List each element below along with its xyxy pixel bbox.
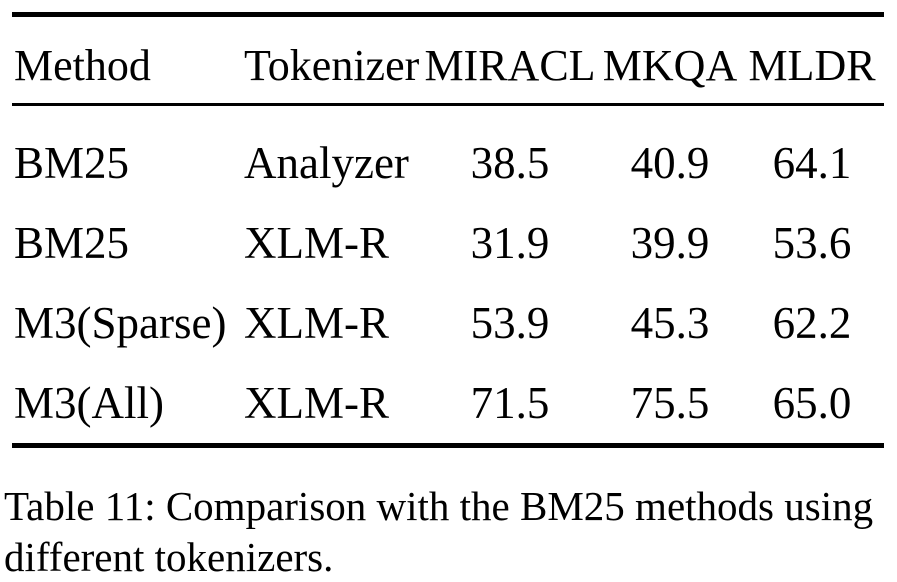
cell-miracl: 71.5: [470, 377, 550, 428]
col-header-mkqa: MKQA: [600, 14, 740, 106]
cell-tokenizer: Analyzer: [244, 137, 409, 188]
cell-method: M3(All): [14, 377, 164, 428]
cell-miracl: 38.5: [470, 137, 550, 188]
cell-miracl: 53.9: [470, 297, 550, 348]
caption-line-1: Table 11: Comparison with the BM25 metho…: [4, 483, 874, 529]
cell-method: BM25: [14, 217, 130, 268]
cell-miracl: 31.9: [470, 217, 550, 268]
cell-mldr: 65.0: [772, 377, 852, 428]
table-row: BM25 XLM-R 31.9 39.9 53.6: [12, 203, 884, 283]
col-header-mldr: MLDR: [740, 14, 884, 106]
table-row: M3(Sparse) XLM-R 53.9 45.3 62.2: [12, 283, 884, 363]
caption-line-2: different tokenizers.: [4, 534, 334, 580]
cell-method: M3(Sparse): [14, 297, 227, 348]
cell-tokenizer: XLM-R: [244, 217, 389, 268]
col-header-method: Method: [12, 14, 242, 106]
table-caption: Table 11: Comparison with the BM25 metho…: [4, 481, 889, 582]
cell-mkqa: 75.5: [630, 377, 710, 428]
table-row: BM25 Analyzer 38.5 40.9 64.1: [12, 105, 884, 204]
results-table: Method Tokenizer MIRACL MKQA MLDR BM25 A…: [12, 12, 884, 448]
cell-mldr: 64.1: [772, 137, 852, 188]
table-row: M3(All) XLM-R 71.5 75.5 65.0: [12, 363, 884, 446]
cell-mkqa: 45.3: [630, 297, 710, 348]
cell-mldr: 53.6: [772, 217, 852, 268]
table-header-row: Method Tokenizer MIRACL MKQA MLDR: [12, 14, 884, 106]
cell-mldr: 62.2: [772, 297, 852, 348]
cell-tokenizer: XLM-R: [244, 297, 389, 348]
col-header-miracl: MIRACL: [420, 14, 600, 106]
cell-mkqa: 39.9: [630, 217, 710, 268]
cell-method: BM25: [14, 137, 130, 188]
cell-tokenizer: XLM-R: [244, 377, 389, 428]
cell-mkqa: 40.9: [630, 137, 710, 188]
col-header-tokenizer: Tokenizer: [242, 14, 420, 106]
